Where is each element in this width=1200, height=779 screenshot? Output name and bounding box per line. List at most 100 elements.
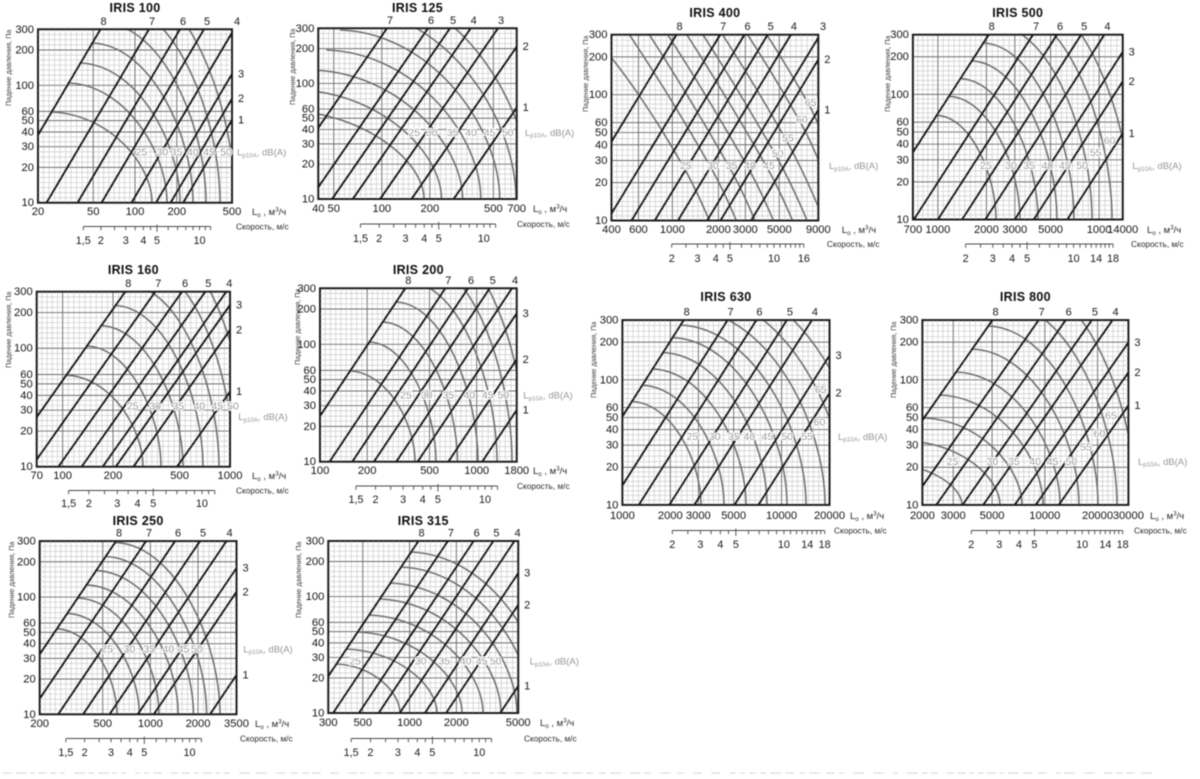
svg-text:20: 20	[906, 462, 918, 474]
svg-text:30: 30	[595, 155, 607, 167]
svg-text:50: 50	[772, 148, 784, 160]
svg-text:10: 10	[183, 747, 195, 759]
svg-text:Lp10A, dB(A): Lp10A, dB(A)	[1138, 457, 1187, 469]
svg-text:200: 200	[589, 51, 608, 63]
svg-text:IRIS 400: IRIS 400	[689, 6, 740, 20]
svg-text:600: 600	[629, 224, 648, 236]
svg-text:30: 30	[906, 440, 918, 452]
svg-text:30: 30	[302, 138, 314, 150]
svg-text:2: 2	[669, 539, 675, 551]
svg-text:2: 2	[1129, 76, 1135, 88]
svg-text:Lo , м3/ч: Lo , м3/ч	[1147, 225, 1181, 237]
svg-text:45: 45	[211, 401, 223, 413]
svg-text:30000: 30000	[1113, 510, 1144, 522]
svg-text:Lp10A, dB(A): Lp10A, dB(A)	[523, 391, 572, 403]
svg-text:60: 60	[796, 114, 808, 126]
svg-text:3: 3	[820, 21, 826, 33]
svg-text:3: 3	[114, 498, 120, 510]
svg-text:500: 500	[484, 203, 503, 215]
svg-text:3: 3	[108, 747, 114, 759]
svg-text:7: 7	[155, 278, 161, 290]
svg-text:1000: 1000	[218, 470, 243, 482]
svg-text:7: 7	[720, 21, 726, 33]
svg-text:2000: 2000	[658, 510, 683, 522]
svg-text:100: 100	[126, 206, 145, 218]
svg-text:5: 5	[450, 15, 456, 27]
svg-text:7: 7	[1033, 21, 1039, 33]
svg-text:6: 6	[175, 528, 181, 540]
svg-text:Lo , м3/ч: Lo , м3/ч	[255, 719, 289, 731]
svg-text:Падение давления, Па: Падение давления, Па	[4, 292, 13, 368]
svg-text:1000: 1000	[464, 465, 489, 477]
svg-text:300: 300	[17, 536, 36, 548]
svg-text:1000: 1000	[138, 718, 163, 730]
svg-text:2: 2	[98, 235, 104, 247]
svg-text:Lp10A, dB(A): Lp10A, dB(A)	[238, 412, 287, 424]
svg-text:Lo , м3/ч: Lo , м3/ч	[842, 225, 876, 237]
svg-text:9000: 9000	[806, 224, 831, 236]
svg-text:35: 35	[726, 160, 738, 172]
svg-text:3: 3	[835, 350, 841, 362]
svg-text:6: 6	[182, 278, 188, 290]
svg-text:5000: 5000	[721, 510, 746, 522]
svg-text:6: 6	[428, 15, 434, 27]
svg-text:2: 2	[242, 586, 248, 598]
svg-text:Падение давления, Па: Падение давления, Па	[589, 322, 598, 398]
svg-text:20: 20	[22, 162, 34, 174]
svg-text:30: 30	[415, 656, 427, 668]
svg-text:25: 25	[980, 160, 992, 172]
svg-text:40: 40	[302, 124, 314, 136]
svg-text:7: 7	[387, 15, 393, 27]
svg-text:3: 3	[523, 308, 529, 320]
svg-text:2: 2	[373, 494, 379, 506]
svg-text:50: 50	[595, 127, 607, 139]
svg-text:400: 400	[602, 224, 621, 236]
svg-text:Падение давления, Па: Падение давления, Па	[7, 542, 16, 618]
svg-text:300: 300	[297, 283, 316, 295]
svg-text:Lp10A, dB(A): Lp10A, dB(A)	[530, 657, 579, 669]
svg-text:60: 60	[304, 365, 316, 377]
svg-text:200: 200	[900, 337, 919, 349]
svg-text:5: 5	[429, 747, 435, 759]
svg-text:7: 7	[448, 528, 454, 540]
svg-text:4: 4	[414, 747, 420, 759]
svg-text:20: 20	[595, 177, 607, 189]
svg-text:50: 50	[781, 431, 793, 443]
svg-text:40: 40	[163, 643, 175, 655]
svg-text:10: 10	[23, 709, 35, 721]
svg-text:300: 300	[600, 315, 619, 327]
svg-text:1,5: 1,5	[344, 747, 359, 759]
svg-text:5: 5	[1024, 253, 1030, 265]
svg-text:40: 40	[22, 127, 34, 139]
svg-text:20: 20	[304, 421, 316, 433]
svg-text:60: 60	[22, 106, 34, 118]
svg-text:6: 6	[1057, 21, 1063, 33]
svg-text:5: 5	[205, 278, 211, 290]
svg-text:2: 2	[523, 354, 529, 366]
svg-text:4: 4	[226, 278, 232, 290]
svg-text:100: 100	[297, 339, 316, 351]
svg-text:Lp10A, dB(A): Lp10A, dB(A)	[237, 148, 286, 160]
svg-text:200: 200	[30, 718, 49, 730]
svg-text:1000: 1000	[397, 717, 422, 729]
svg-text:300: 300	[319, 717, 338, 729]
svg-text:8: 8	[989, 21, 995, 33]
svg-text:20: 20	[606, 462, 618, 474]
svg-text:5: 5	[768, 21, 774, 33]
svg-text:50: 50	[606, 412, 618, 424]
svg-text:7: 7	[1039, 307, 1045, 319]
svg-text:5: 5	[490, 275, 496, 287]
svg-text:2: 2	[968, 539, 974, 551]
svg-text:Падение давления, Па: Падение давления, Па	[293, 289, 302, 365]
svg-text:200: 200	[421, 203, 440, 215]
svg-text:300: 300	[890, 29, 909, 41]
svg-text:3: 3	[403, 233, 409, 245]
svg-text:30: 30	[23, 653, 35, 665]
svg-text:2: 2	[86, 498, 92, 510]
svg-text:50: 50	[220, 147, 232, 159]
svg-text:3: 3	[238, 69, 244, 81]
svg-text:25: 25	[408, 127, 420, 139]
svg-text:40: 40	[187, 147, 199, 159]
svg-text:100: 100	[306, 591, 325, 603]
svg-text:5: 5	[435, 494, 441, 506]
